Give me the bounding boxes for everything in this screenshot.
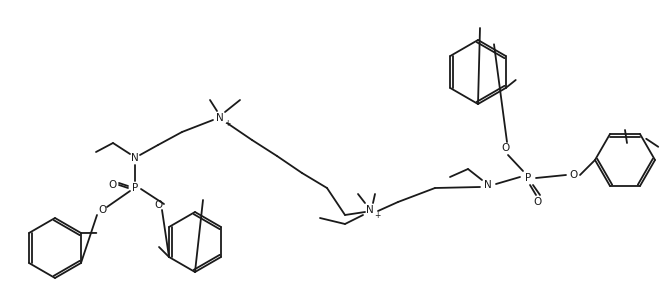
Text: N: N	[216, 113, 224, 123]
Text: +: +	[374, 211, 380, 219]
Text: N: N	[366, 205, 374, 215]
Text: O: O	[569, 170, 577, 180]
Text: +: +	[224, 118, 230, 128]
Text: O: O	[108, 180, 116, 190]
Text: O: O	[501, 143, 509, 153]
Text: O: O	[98, 205, 106, 215]
Text: O: O	[534, 197, 542, 207]
Text: P: P	[132, 183, 138, 193]
Text: N: N	[484, 180, 492, 190]
Text: N: N	[131, 153, 139, 163]
Text: P: P	[525, 173, 531, 183]
Text: O: O	[154, 200, 162, 210]
